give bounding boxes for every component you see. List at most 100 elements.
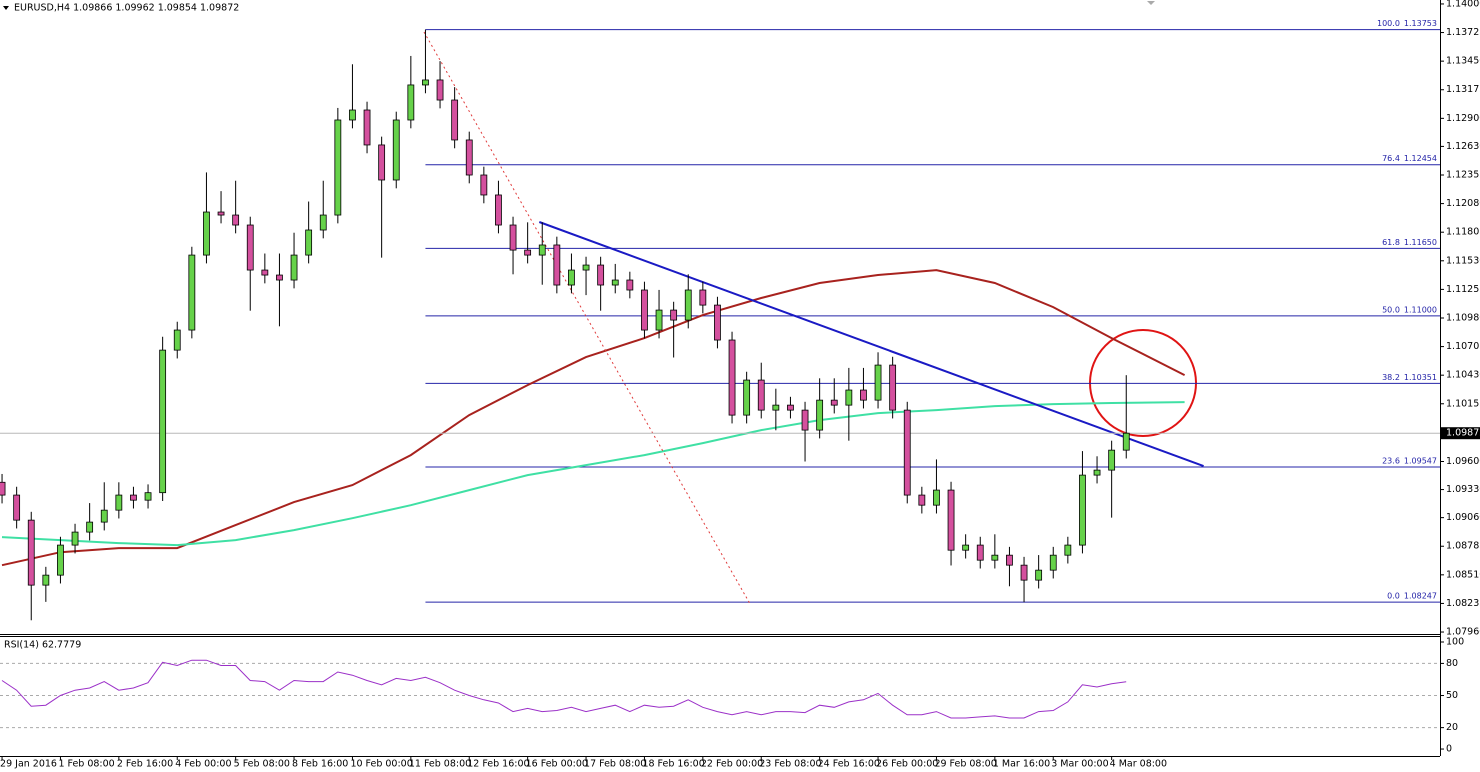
y-tick-label: 1.14000 — [1446, 0, 1480, 9]
candle-body — [1093, 469, 1101, 476]
candle-body — [349, 109, 356, 121]
shift-marker — [1147, 1, 1155, 5]
candle-body — [860, 389, 867, 401]
candle-body — [27, 519, 35, 586]
x-tick-label: 23 Feb 08:00 — [759, 759, 821, 770]
candle-body — [407, 84, 415, 121]
x-tick-label: 4 Mar 08:00 — [1110, 759, 1167, 770]
fib-ratio-label: 50.0 — [1382, 305, 1400, 314]
y-tick-label: 1.10155 — [1446, 398, 1480, 409]
y-tick-label: 1.09060 — [1446, 512, 1480, 523]
x-tick-label: 11 Feb 08:00 — [409, 759, 471, 770]
y-tick-label: 1.13450 — [1446, 56, 1480, 67]
candle-body — [334, 119, 342, 216]
candle-body — [714, 304, 721, 341]
candle-body — [363, 109, 371, 146]
candle-body — [538, 244, 546, 256]
y-tick-label: 1.13725 — [1446, 27, 1480, 38]
candle-body — [757, 379, 765, 411]
candle-body — [100, 509, 108, 523]
candle-body — [422, 79, 429, 86]
y-tick-label: 1.12355 — [1446, 170, 1480, 181]
candle-body — [1049, 554, 1057, 571]
candle-body — [42, 574, 50, 586]
candle-body — [378, 144, 386, 181]
x-tick-label: 17 Feb 08:00 — [584, 759, 646, 770]
y-tick-label: 1.12630 — [1446, 141, 1480, 152]
y-tick-label: 1.11530 — [1446, 255, 1480, 266]
fib-price-label: 1.12454 — [1404, 154, 1437, 163]
y-tick-label: 1.07960 — [1446, 627, 1480, 638]
moving-average — [1, 401, 1185, 547]
fib-price-label: 1.10351 — [1404, 373, 1437, 382]
fib-price-label: 1.13753 — [1404, 19, 1437, 28]
candle-body — [246, 224, 254, 271]
y-tick-label: 1.10705 — [1446, 341, 1480, 352]
candle-body — [1064, 544, 1072, 556]
x-tick-label: 1 Mar 16:00 — [993, 759, 1050, 770]
fib-ratio-label: 61.8 — [1382, 238, 1400, 247]
candle-body — [991, 554, 999, 561]
candle-body — [1035, 569, 1043, 581]
candle-body — [918, 494, 926, 506]
fib-ratio-label: 100.0 — [1377, 19, 1400, 28]
y-tick-label: 1.12080 — [1446, 198, 1480, 209]
candle-body — [217, 211, 225, 216]
rsi-line — [1, 659, 1127, 719]
candle-body — [0, 481, 6, 496]
candle-body — [787, 404, 794, 411]
candle-body — [962, 544, 970, 551]
candle-body — [947, 489, 955, 551]
candle-body — [903, 409, 911, 496]
x-tick-label: 16 Feb 00:00 — [526, 759, 588, 770]
candle-body — [509, 224, 517, 251]
symbol-menu-icon — [3, 6, 9, 10]
y-tick-label: 0 — [1446, 744, 1452, 755]
y-tick-label: 1.11255 — [1446, 284, 1480, 295]
fib-ratio-label: 23.6 — [1382, 456, 1400, 465]
candle-body — [845, 389, 853, 406]
x-tick-label: 3 Mar 00:00 — [1051, 759, 1108, 770]
candle-body — [1006, 554, 1013, 566]
candle-body — [144, 492, 152, 501]
candle-body — [743, 379, 751, 416]
candle-body — [699, 289, 707, 306]
candle-body — [159, 349, 167, 494]
last-price-box — [1441, 427, 1480, 440]
indicator-title: RSI(14) 62.7779 — [4, 640, 81, 651]
candle-body — [597, 264, 605, 286]
x-tick-label: 8 Feb 16:00 — [292, 759, 348, 770]
candle-body — [57, 544, 64, 576]
candle-body — [13, 494, 21, 521]
candle-body — [728, 339, 736, 416]
candle-body — [933, 489, 940, 506]
candle-body — [203, 211, 210, 256]
x-tick-label: 5 Feb 08:00 — [234, 759, 290, 770]
candle-body — [319, 214, 327, 231]
candle-body — [889, 364, 897, 411]
x-tick-label: 22 Feb 00:00 — [701, 759, 763, 770]
candle-body — [684, 289, 692, 321]
y-tick-label: 20 — [1446, 722, 1458, 733]
candle-body — [1108, 449, 1116, 471]
candle-body — [655, 309, 663, 331]
candle-body — [495, 194, 502, 226]
candle-body — [71, 531, 79, 546]
candle-body — [976, 544, 984, 561]
x-tick-label: 2 Feb 16:00 — [117, 759, 173, 770]
candle-body — [1020, 564, 1028, 581]
candle-body — [524, 249, 532, 256]
y-tick-label: 1.08235 — [1446, 598, 1480, 609]
x-tick-label: 29 Feb 08:00 — [934, 759, 996, 770]
fib-price-label: 1.11000 — [1404, 305, 1437, 314]
candle-body — [305, 229, 313, 256]
candle-body — [1122, 432, 1130, 451]
candle-body — [188, 254, 196, 331]
candle-body — [436, 79, 444, 101]
candle-body — [232, 214, 240, 226]
y-tick-label: 1.12900 — [1446, 113, 1480, 124]
x-tick-label: 12 Feb 16:00 — [467, 759, 529, 770]
